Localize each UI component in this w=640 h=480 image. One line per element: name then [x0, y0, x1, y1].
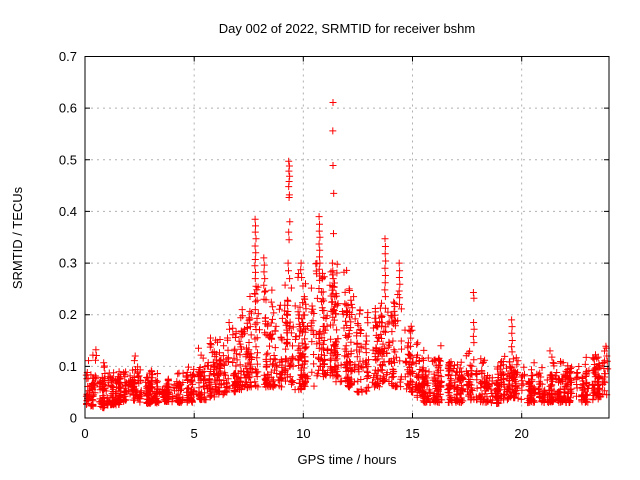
svg-text:0.2: 0.2 — [59, 307, 77, 322]
x-tick-labels: 0 5 10 15 20 — [81, 426, 529, 441]
srmtid-scatter-series — [82, 99, 612, 412]
grid-lines — [85, 56, 609, 418]
svg-text:0.7: 0.7 — [59, 49, 77, 64]
data-points — [82, 99, 612, 412]
svg-text:0.4: 0.4 — [59, 204, 77, 219]
svg-text:20: 20 — [514, 426, 528, 441]
axis-ticks — [84, 56, 609, 419]
svg-text:0: 0 — [70, 411, 77, 426]
svg-text:0.5: 0.5 — [59, 152, 77, 167]
svg-text:15: 15 — [405, 426, 419, 441]
svg-text:0.3: 0.3 — [59, 256, 77, 271]
svg-text:0: 0 — [81, 426, 88, 441]
chart-title: Day 002 of 2022, SRMTID for receiver bsh… — [219, 21, 476, 36]
y-tick-labels: 0 0.1 0.2 0.3 0.4 0.5 0.6 0.7 — [59, 49, 77, 426]
x-axis-label: GPS time / hours — [298, 452, 397, 467]
svg-text:0.6: 0.6 — [59, 101, 77, 116]
y-axis-label: SRMTID / TECUs — [10, 186, 25, 289]
svg-text:10: 10 — [296, 426, 310, 441]
svg-text:5: 5 — [191, 426, 198, 441]
svg-text:0.1: 0.1 — [59, 359, 77, 374]
plot-frame — [84, 56, 610, 419]
